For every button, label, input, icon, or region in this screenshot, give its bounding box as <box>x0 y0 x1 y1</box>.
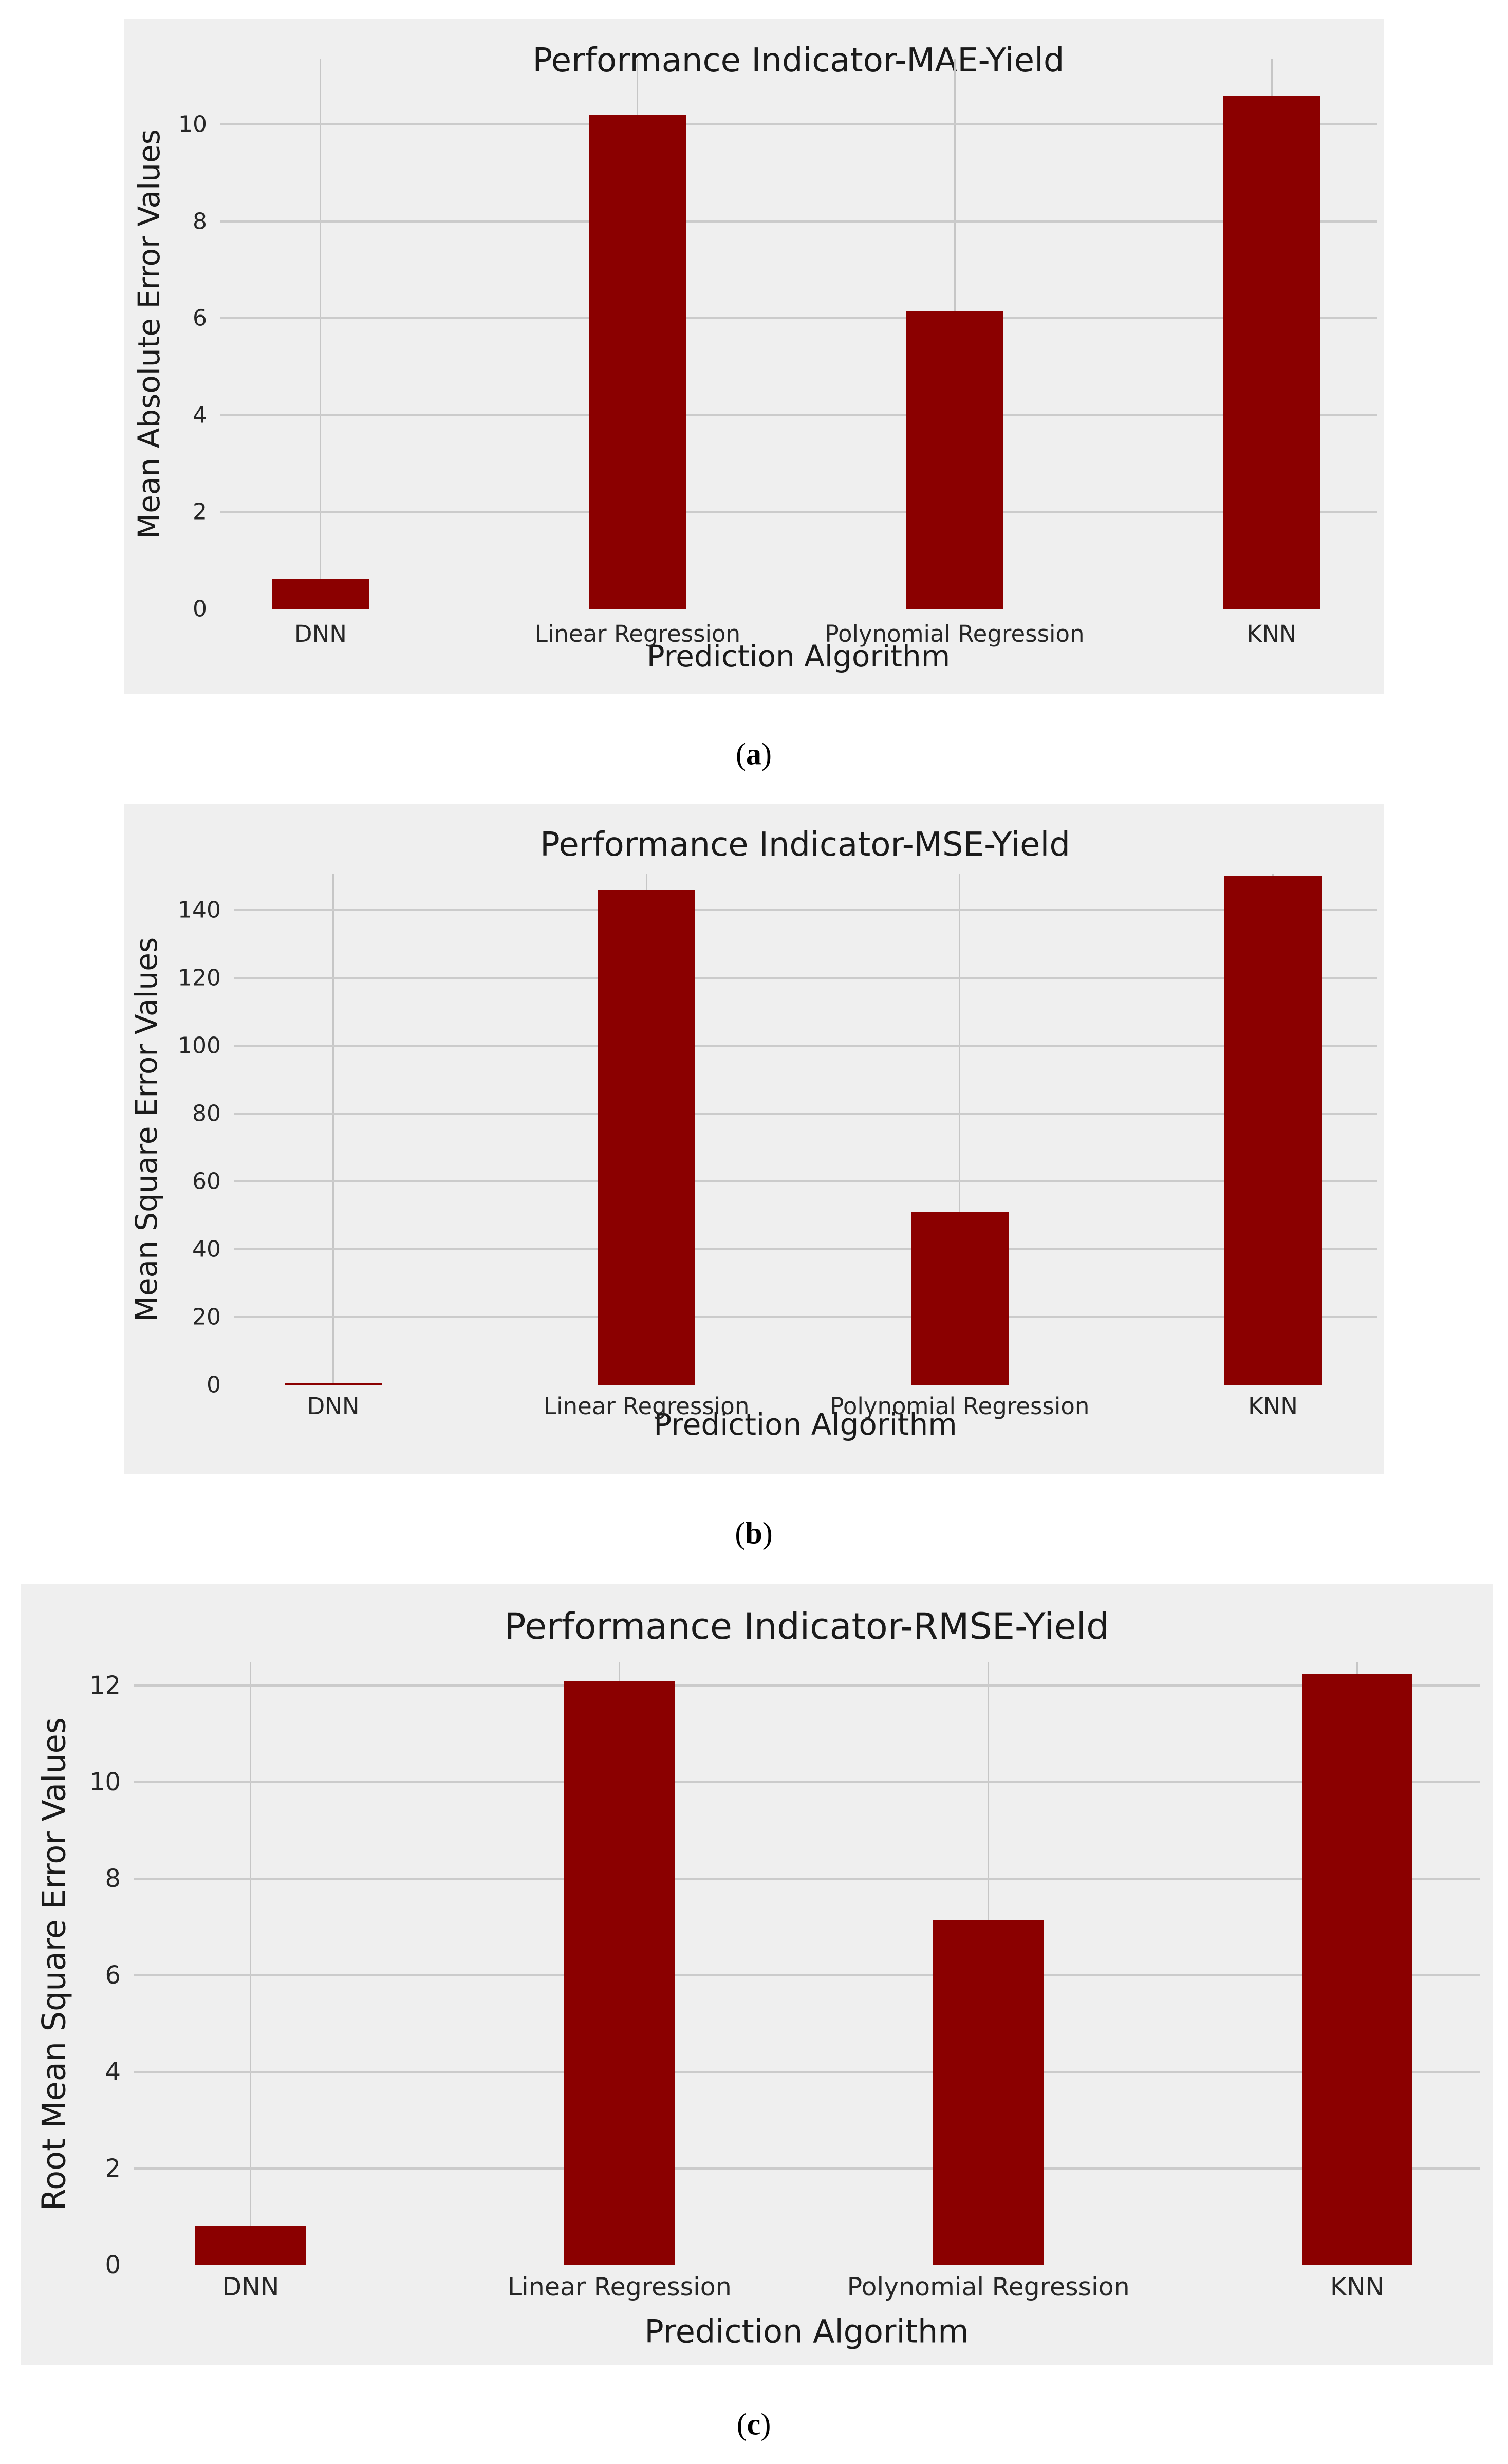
x-tick-label: DNN <box>222 2272 280 2302</box>
horizontal-gridline <box>234 1113 1377 1115</box>
horizontal-gridline <box>220 123 1377 126</box>
horizontal-gridline <box>220 511 1377 513</box>
x-axis-label: Prediction Algorithm <box>654 1407 957 1442</box>
x-tick-label: Polynomial Regression <box>830 1393 1090 1420</box>
bar-dnn <box>195 2225 306 2265</box>
x-axis-label: Prediction Algorithm <box>644 2312 969 2350</box>
vertical-gridline <box>320 59 322 609</box>
horizontal-gridline <box>234 1248 1377 1251</box>
horizontal-gridline <box>234 1180 1377 1183</box>
bar-linear-regression <box>564 1680 675 2265</box>
x-tick-label: Linear Regression <box>544 1393 750 1420</box>
bar-polynomial-regression <box>906 311 1004 609</box>
y-tick-label: 0 <box>105 2251 121 2280</box>
horizontal-gridline <box>234 909 1377 912</box>
x-tick-label: Linear Regression <box>507 2272 732 2302</box>
y-tick-label: 10 <box>178 111 207 138</box>
bar-knn <box>1302 1673 1413 2265</box>
horizontal-gridline <box>220 414 1377 416</box>
horizontal-gridline <box>234 977 1377 979</box>
horizontal-gridline <box>134 1878 1480 1880</box>
x-tick-label: Linear Regression <box>534 620 741 647</box>
vertical-gridline <box>332 874 334 1385</box>
chart-panel-mae: Performance Indicator-MAE-Yield Mean Abs… <box>124 19 1384 694</box>
vertical-gridline <box>959 874 961 1385</box>
chart-title: Performance Indicator-MSE-Yield <box>540 826 1070 864</box>
horizontal-gridline <box>220 220 1377 223</box>
chart-title: Performance Indicator-MAE-Yield <box>532 42 1065 80</box>
y-tick-label: 12 <box>89 1671 121 1700</box>
y-axis-label: Root Mean Square Error Values <box>35 1717 73 2211</box>
chart-title: Performance Indicator-RMSE-Yield <box>504 1605 1109 1647</box>
y-tick-label: 120 <box>178 965 221 991</box>
plot-area <box>134 1662 1480 2265</box>
y-tick-label: 80 <box>192 1100 221 1127</box>
plot-area <box>220 59 1377 609</box>
bar-linear-regression <box>588 115 686 609</box>
y-tick-label: 4 <box>193 402 207 429</box>
bar-polynomial-regression <box>933 1919 1044 2265</box>
horizontal-gridline <box>234 1045 1377 1047</box>
y-axis-label: Mean Absolute Error Values <box>132 129 166 539</box>
y-tick-label: 140 <box>178 897 221 923</box>
plot-area <box>234 874 1377 1385</box>
y-tick-label: 4 <box>105 2058 121 2087</box>
y-tick-label: 40 <box>192 1236 221 1263</box>
x-tick-label: KNN <box>1248 1393 1298 1420</box>
y-axis-label: Mean Square Error Values <box>129 937 164 1322</box>
y-tick-label: 0 <box>193 596 207 622</box>
bar-linear-regression <box>598 890 696 1385</box>
horizontal-gridline <box>134 1684 1480 1687</box>
y-tick-label: 8 <box>193 208 207 235</box>
y-tick-label: 10 <box>89 1768 121 1797</box>
x-tick-label: KNN <box>1246 620 1297 647</box>
figure-caption-b: (b) <box>735 1516 773 1550</box>
y-tick-label: 60 <box>192 1168 221 1195</box>
x-tick-label: DNN <box>307 1393 360 1420</box>
y-tick-label: 0 <box>207 1372 221 1398</box>
horizontal-gridline <box>134 2071 1480 2073</box>
x-tick-label: KNN <box>1330 2272 1385 2302</box>
figure-caption-c: (c) <box>736 2407 771 2441</box>
x-tick-label: DNN <box>294 620 347 647</box>
y-tick-label: 6 <box>105 1961 121 1990</box>
x-tick-label: Polynomial Regression <box>847 2272 1130 2302</box>
horizontal-gridline <box>134 1974 1480 1977</box>
bar-knn <box>1224 876 1322 1385</box>
chart-panel-mse: Performance Indicator-MSE-Yield Mean Squ… <box>124 804 1384 1474</box>
y-tick-label: 2 <box>105 2154 121 2183</box>
y-tick-label: 100 <box>178 1032 221 1059</box>
bar-dnn <box>284 1383 382 1385</box>
horizontal-gridline <box>134 2167 1480 2170</box>
bar-polynomial-regression <box>910 1212 1009 1385</box>
x-tick-label: Polynomial Regression <box>825 620 1085 647</box>
figure-caption-a: (a) <box>736 737 772 771</box>
x-axis-label: Prediction Algorithm <box>646 639 951 674</box>
horizontal-gridline <box>234 1316 1377 1319</box>
bar-dnn <box>271 578 369 609</box>
y-tick-label: 20 <box>192 1304 221 1330</box>
vertical-gridline <box>250 1662 252 2265</box>
chart-panel-rmse: Performance Indicator-RMSE-Yield Root Me… <box>21 1584 1493 2365</box>
horizontal-gridline <box>134 1781 1480 1784</box>
y-tick-label: 6 <box>193 305 207 331</box>
y-tick-label: 8 <box>105 1864 121 1894</box>
horizontal-gridline <box>220 317 1377 320</box>
bar-knn <box>1223 95 1321 609</box>
y-tick-label: 2 <box>193 498 207 525</box>
